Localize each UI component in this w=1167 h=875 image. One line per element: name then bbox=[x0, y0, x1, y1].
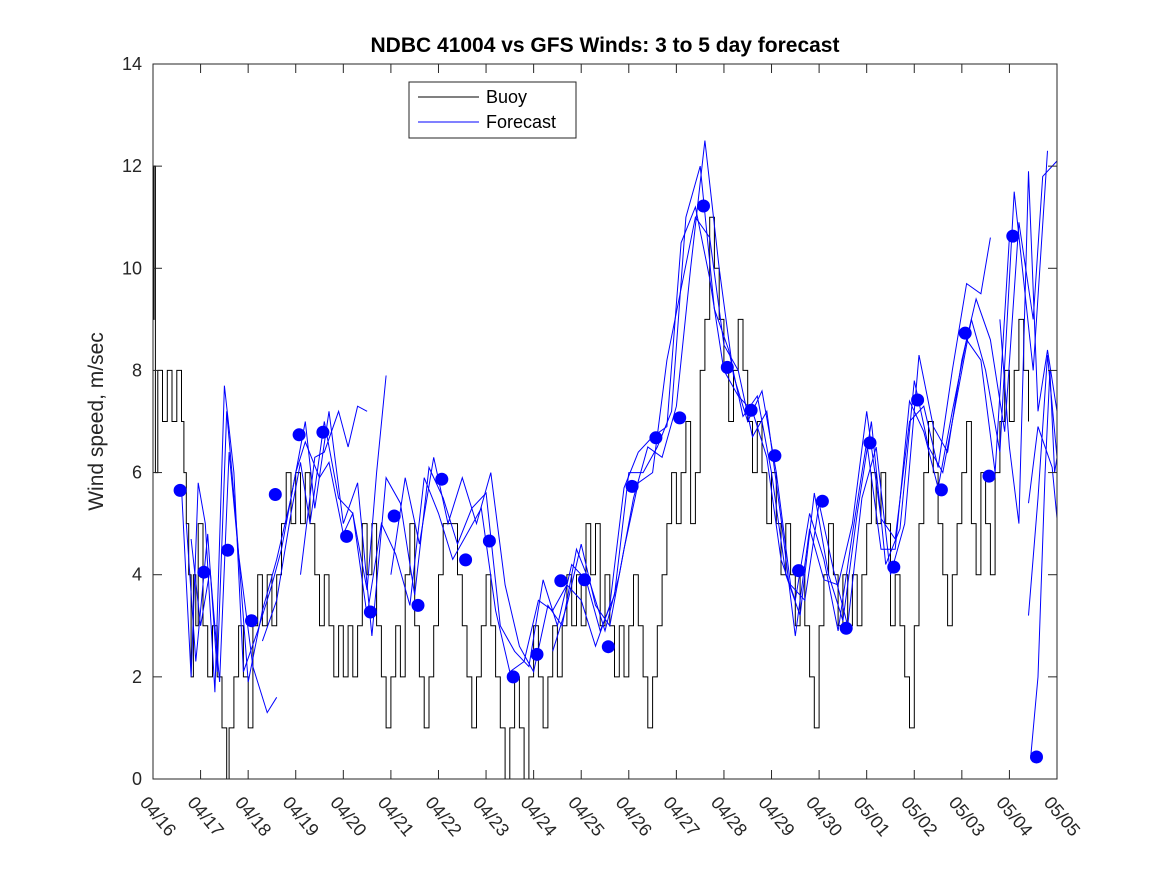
forecast-point-marker bbox=[221, 543, 235, 557]
forecast-point-marker bbox=[411, 598, 425, 612]
x-tick-label: 04/18 bbox=[231, 793, 275, 840]
x-tick-label: 04/23 bbox=[469, 793, 513, 840]
x-tick-label: 04/30 bbox=[802, 793, 846, 840]
forecast-point-marker bbox=[697, 199, 710, 213]
legend: Buoy Forecast bbox=[408, 81, 577, 139]
forecast-point-marker bbox=[958, 326, 972, 340]
forecast-point-marker bbox=[340, 529, 354, 543]
legend-label-buoy: Buoy bbox=[486, 87, 527, 107]
forecast-point-marker bbox=[435, 472, 449, 486]
forecast-point-marker bbox=[387, 509, 401, 523]
x-tick-label: 05/01 bbox=[850, 793, 894, 840]
legend-box bbox=[408, 81, 577, 139]
y-tick-label: 10 bbox=[122, 258, 142, 278]
x-tick-label: 04/28 bbox=[707, 793, 751, 840]
forecast-point-marker bbox=[268, 488, 282, 501]
forecast-point-marker bbox=[863, 436, 877, 450]
forecast-point-marker bbox=[744, 403, 758, 417]
legend-label-forecast: Forecast bbox=[486, 112, 556, 132]
x-tick-label: 04/29 bbox=[754, 793, 798, 840]
forecast-series-line-5 bbox=[300, 405, 368, 575]
forecast-series-line-3 bbox=[190, 452, 278, 714]
forecast-series-line-6 bbox=[390, 140, 1058, 674]
x-tick-label: 05/04 bbox=[992, 793, 1036, 840]
forecast-point-marker bbox=[578, 573, 591, 587]
forecast-point-marker bbox=[245, 614, 258, 628]
x-tick-label: 05/03 bbox=[945, 793, 989, 840]
series-layer bbox=[153, 140, 1058, 780]
forecast-point-marker bbox=[792, 564, 806, 578]
forecast-point-marker bbox=[530, 647, 544, 661]
forecast-point-marker bbox=[316, 425, 330, 439]
y-tick-label: 0 bbox=[132, 769, 142, 789]
y-tick-label: 12 bbox=[122, 156, 142, 176]
forecast-point-marker bbox=[601, 640, 615, 654]
forecast-point-marker bbox=[768, 449, 782, 463]
forecast-point-marker bbox=[292, 428, 306, 442]
y-tick-label: 2 bbox=[132, 667, 142, 687]
forecast-point-marker bbox=[887, 560, 901, 574]
y-axis-label: Wind speed, m/sec bbox=[85, 332, 108, 511]
y-tick-label: 6 bbox=[132, 463, 142, 483]
x-tick-label: 04/16 bbox=[136, 793, 180, 840]
forecast-point-marker bbox=[720, 360, 734, 374]
x-tick-label: 04/19 bbox=[279, 793, 323, 840]
forecast-series-line-7 bbox=[552, 215, 991, 652]
forecast-series-line-4 bbox=[261, 375, 387, 642]
forecast-point-marker bbox=[982, 469, 996, 483]
forecast-point-marker bbox=[482, 534, 496, 548]
forecast-point-marker bbox=[173, 483, 187, 497]
forecast-point-marker bbox=[673, 411, 687, 425]
forecast-point-marker bbox=[839, 621, 853, 635]
forecast-point-marker bbox=[1006, 229, 1020, 243]
forecast-series-line-10 bbox=[1028, 426, 1058, 519]
forecast-series-line-9 bbox=[1028, 355, 1058, 616]
plot-area bbox=[153, 64, 1057, 779]
forecast-series-line-8 bbox=[999, 171, 1058, 524]
forecast-point-marker bbox=[815, 494, 829, 508]
forecast-point-marker bbox=[554, 574, 568, 588]
chart-title: NDBC 41004 vs GFS Winds: 3 to 5 day fore… bbox=[371, 34, 840, 57]
x-tick-label: 04/25 bbox=[564, 793, 608, 840]
y-tick-label: 14 bbox=[122, 54, 142, 74]
x-tick-label: 04/21 bbox=[374, 793, 418, 840]
x-tick-label: 05/05 bbox=[1040, 793, 1084, 840]
x-tick-label: 04/26 bbox=[612, 793, 656, 840]
forecast-point-marker bbox=[934, 483, 948, 497]
forecast-point-marker bbox=[625, 479, 639, 493]
forecast-point-marker bbox=[363, 605, 377, 619]
forecast-series-line-11 bbox=[1030, 370, 1058, 757]
x-tick-label: 04/22 bbox=[421, 793, 465, 840]
forecast-point-marker bbox=[1030, 750, 1043, 764]
x-tick-label: 04/17 bbox=[184, 793, 228, 840]
forecast-point-marker bbox=[649, 431, 663, 445]
plot-frame bbox=[152, 63, 1058, 780]
x-tick-label: 04/27 bbox=[659, 793, 703, 840]
x-tick-label: 04/24 bbox=[517, 793, 561, 840]
y-tick-label: 4 bbox=[132, 565, 142, 585]
forecast-point-marker bbox=[506, 670, 520, 684]
forecast-point-marker bbox=[197, 565, 211, 579]
x-tick-label: 05/02 bbox=[897, 793, 941, 840]
forecast-series-line-2 bbox=[185, 150, 1048, 683]
forecast-point-marker bbox=[459, 553, 473, 567]
x-tick-label: 04/20 bbox=[326, 793, 370, 840]
y-tick-label: 8 bbox=[132, 360, 142, 380]
forecast-point-marker bbox=[911, 393, 925, 407]
